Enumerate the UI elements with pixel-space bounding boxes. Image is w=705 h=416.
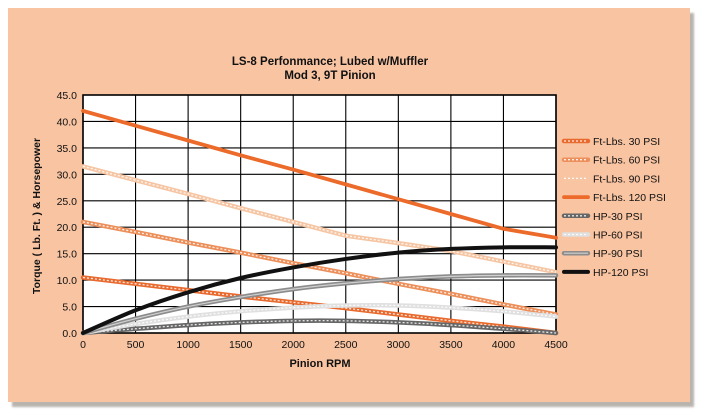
x-tick-label: 500	[127, 339, 145, 351]
plot-border	[82, 94, 557, 334]
series-group	[81, 245, 558, 335]
x-tick-label: 3500	[439, 339, 463, 351]
x-tick-label: 3000	[387, 339, 411, 351]
series-line-highlight	[82, 319, 557, 334]
series-group	[80, 164, 559, 275]
legend-item: Ft-Lbs. 30 PSI	[561, 136, 660, 148]
y-axis-label: Torque ( Lb. Ft. ) & Horsepower	[31, 138, 43, 294]
y-tick-label: 0.0	[62, 328, 77, 340]
y-tick-label: 40.0	[57, 116, 78, 128]
y-tick-label: 5.0	[62, 302, 77, 314]
x-tick-label: 4500	[544, 339, 568, 351]
x-tick-label: 2000	[282, 339, 306, 351]
legend-label: HP-60 PSI	[593, 230, 643, 242]
series-line-highlight	[82, 165, 557, 273]
chart-title: LS-8 Perfonmance; Lubed w/Muffler	[232, 56, 429, 68]
legend-item: Ft-Lbs. 60 PSI	[561, 155, 660, 167]
series-group	[81, 108, 558, 240]
series-group	[80, 219, 559, 317]
y-tick-label: 25.0	[57, 196, 78, 208]
y-tick-label: 10.0	[57, 275, 78, 287]
legend-label: HP-90 PSI	[593, 248, 643, 260]
legend-label: Ft-Lbs. 120 PSI	[593, 192, 666, 204]
legend-item: Ft-Lbs. 120 PSI	[562, 192, 666, 204]
series-group	[80, 273, 559, 336]
series-line	[80, 302, 559, 336]
legend-item: HP-30 PSI	[561, 211, 643, 223]
y-tick-label: 45.0	[57, 90, 78, 102]
series-group	[80, 318, 559, 336]
series-line-highlight	[82, 276, 557, 334]
x-tick-label: 1500	[229, 339, 253, 351]
legend-item: HP-90 PSI	[561, 248, 643, 260]
legend-label: HP-120 PSI	[593, 267, 648, 279]
series-line	[81, 108, 558, 240]
y-tick-label: 15.0	[57, 249, 78, 261]
series-line	[81, 245, 558, 335]
x-axis-label: Pinion RPM	[289, 358, 350, 370]
series-line-highlight	[82, 274, 557, 334]
x-tick-label: 4000	[492, 339, 516, 351]
legend-item: HP-60 PSI	[561, 230, 643, 242]
legend-label: Ft-Lbs. 60 PSI	[593, 155, 660, 167]
y-tick-label: 35.0	[57, 143, 78, 155]
legend-label: Ft-Lbs. 90 PSI	[593, 173, 660, 185]
legend-label: Ft-Lbs. 30 PSI	[593, 136, 660, 148]
legend-item: Ft-Lbs. 90 PSI	[561, 173, 660, 185]
chart-subtitle: Mod 3, 9T Pinion	[284, 70, 375, 82]
x-tick-label: 0	[80, 339, 86, 351]
legend: Ft-Lbs. 30 PSI Ft-Lbs. 60 PSI Ft-Lbs. 90 P…	[561, 136, 666, 279]
x-tick-label: 1000	[176, 339, 200, 351]
series-line-highlight	[82, 221, 557, 316]
series-group	[80, 302, 559, 336]
x-tick-label: 2500	[334, 339, 358, 351]
legend-item: HP-120 PSI	[562, 267, 648, 279]
y-tick-label: 20.0	[57, 222, 78, 234]
y-tick-label: 30.0	[57, 169, 78, 181]
legend-label: HP-30 PSI	[593, 211, 643, 223]
plot-area: 0 500 1000 1500 2000 2500 3000 3500 4000 4500 0.0 5…	[57, 90, 568, 351]
